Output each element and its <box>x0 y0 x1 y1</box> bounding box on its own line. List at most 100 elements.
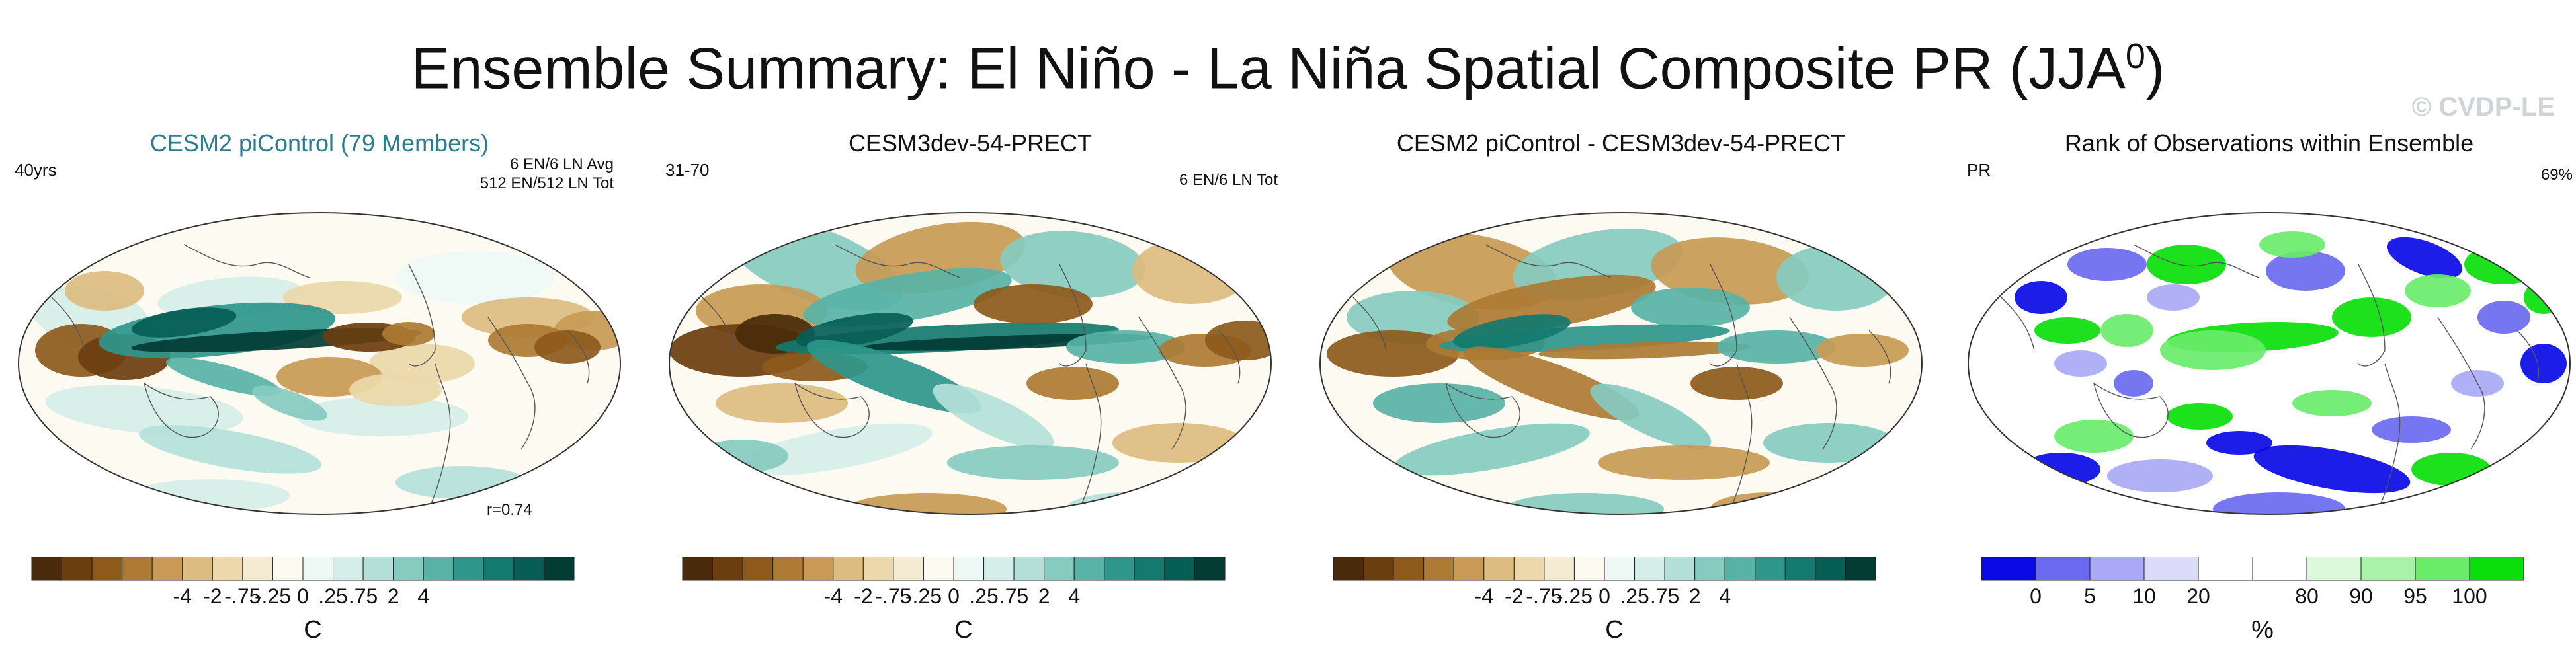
coastlines <box>51 237 590 510</box>
colorbar-swatch <box>833 557 864 581</box>
field-region <box>2520 344 2567 383</box>
field-region <box>1598 445 1770 480</box>
coastline-path <box>1485 244 1612 278</box>
coastline-path <box>1138 317 1186 450</box>
coastline-path <box>1352 297 1387 351</box>
colorbar-tick-label: 2 <box>387 584 399 608</box>
field-region <box>1538 341 1750 360</box>
colorbar-swatch <box>543 557 575 581</box>
field-region <box>1776 245 1895 311</box>
field-region <box>1631 288 1750 327</box>
colorbar-tick-label: 2 <box>1038 584 1050 608</box>
field-region <box>534 330 601 364</box>
panel-title: CESM2 piControl (79 Members) <box>149 130 489 157</box>
colorbar-swatch <box>2089 557 2145 581</box>
colorbar-unit: C <box>304 616 322 644</box>
colorbar-tick-label: .75 <box>348 584 378 608</box>
colorbar-swatch <box>453 557 484 581</box>
colorbar-swatch <box>2469 557 2524 581</box>
coastline-path <box>144 383 219 438</box>
colorbar-swatch <box>1664 557 1696 581</box>
colorbar-tick-label: -2 <box>203 584 222 608</box>
field-region <box>395 251 554 304</box>
field-region <box>1066 330 1185 364</box>
coastline-path <box>183 244 310 278</box>
panel-right-label-1: 69% <box>2540 166 2573 184</box>
colorbar-swatch <box>1815 557 1846 581</box>
panel-title: CESM3dev-54-PRECT <box>848 130 1093 157</box>
colorbar-swatch <box>302 557 334 581</box>
field-region <box>1394 423 1590 476</box>
colorbar-swatch <box>1164 557 1195 581</box>
field-region <box>1453 314 1571 350</box>
coastline-path <box>2358 264 2386 367</box>
figure-title-tail: ) <box>2145 35 2165 101</box>
colorbar-swatch <box>862 557 894 581</box>
map-outline <box>1968 212 2571 515</box>
field-region <box>1132 238 1251 304</box>
colorbar-swatch <box>513 557 544 581</box>
panel-right-labels: 6 EN/6 LN Tot <box>1179 171 1278 190</box>
field-region <box>2386 237 2463 279</box>
field-region <box>1373 383 1505 423</box>
colorbar-swatch <box>91 557 123 581</box>
colorbar-tick-label: -4 <box>173 584 192 608</box>
colorbar-swatch <box>333 557 364 581</box>
colorbar-swatch <box>1483 557 1515 581</box>
field-region <box>395 466 528 499</box>
field-region <box>796 313 913 348</box>
coastline-path <box>1218 330 1241 384</box>
field-region <box>2405 274 2471 307</box>
field-region <box>2213 492 2345 514</box>
field-region <box>716 383 848 423</box>
field-region <box>2034 317 2100 344</box>
coastline-path <box>1729 363 1753 510</box>
panel-cesm3dev: CESM3dev-54-PRECT 31-70 6 EN/6 LN Tot -4… <box>663 119 1278 644</box>
field-region <box>2259 231 2325 258</box>
colorbar-swatch <box>2415 557 2470 581</box>
colorbar-tick-label: 0 <box>948 584 960 608</box>
panel-right-labels: 69% <box>2541 165 2573 184</box>
field-region <box>65 271 144 311</box>
colorbar-swatch <box>1134 557 1165 581</box>
field-region <box>139 425 321 474</box>
panel-left-label: PR <box>1967 160 1991 180</box>
field-region <box>2114 370 2153 397</box>
colorbar-swatch <box>1453 557 1485 581</box>
map-panel-1 <box>18 212 621 515</box>
field-region <box>252 385 327 421</box>
coastline-path <box>1789 317 1837 450</box>
figure-title-text: Ensemble Summary: El Niño - La Niña Spat… <box>411 35 2126 101</box>
colorbar-tick-label: 4 <box>1719 584 1731 608</box>
field-region <box>296 397 468 436</box>
colorbar-swatch <box>31 557 63 581</box>
colorbar-swatch <box>1755 557 1786 581</box>
field-region <box>2464 245 2544 284</box>
field-region <box>2147 284 2200 311</box>
colorbar-swatch <box>1981 557 2036 581</box>
field-region <box>933 383 1054 449</box>
field-region <box>2332 297 2411 337</box>
panel-rank: Rank of Observations within Ensemble PR … <box>1962 119 2576 644</box>
field-region <box>131 479 290 512</box>
colorbar-unit: C <box>954 616 973 644</box>
field-region <box>2266 251 2345 291</box>
coastline-path <box>2133 244 2260 278</box>
field-region <box>2372 416 2451 443</box>
colorbar-tick-label: -2 <box>854 584 873 608</box>
field-region <box>974 284 1093 324</box>
panel-right-label-2: 512 EN/512 LN Tot <box>479 174 614 192</box>
field-shading <box>1320 213 1922 514</box>
field-region <box>2167 403 2233 430</box>
field-region <box>131 307 237 338</box>
field-region <box>737 423 933 476</box>
panel-left-label: 31-70 <box>665 160 710 180</box>
coastline-path <box>1059 264 1087 367</box>
map-panel-2 <box>669 212 1272 515</box>
field-region <box>947 445 1119 480</box>
colorbar-swatch <box>182 557 213 581</box>
coastlines <box>702 237 1241 510</box>
colorbar-swatch <box>1573 557 1605 581</box>
colorbar-tick-label: 4 <box>1068 584 1081 608</box>
field-region <box>2107 459 2213 492</box>
